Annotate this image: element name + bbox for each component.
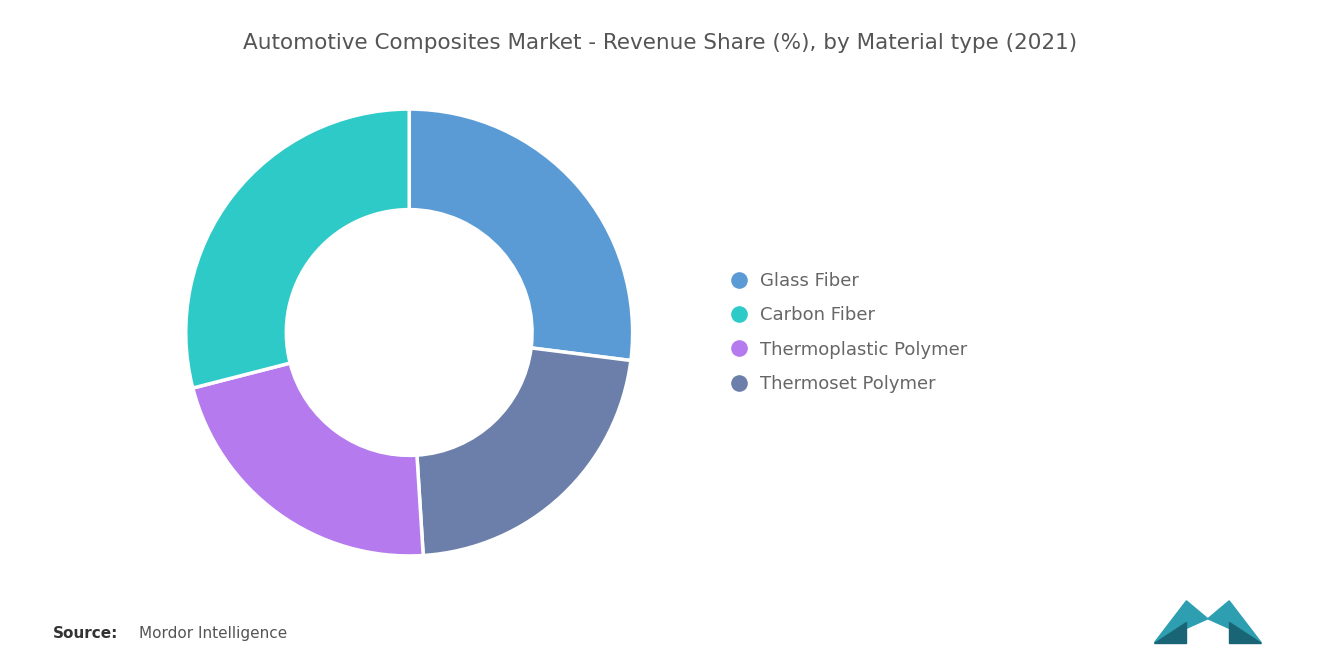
Polygon shape <box>1154 622 1187 642</box>
Polygon shape <box>1229 622 1262 642</box>
Legend: Glass Fiber, Carbon Fiber, Thermoplastic Polymer, Thermoset Polymer: Glass Fiber, Carbon Fiber, Thermoplastic… <box>726 263 975 402</box>
Polygon shape <box>1154 601 1208 642</box>
Text: Mordor Intelligence: Mordor Intelligence <box>139 626 286 642</box>
Text: Automotive Composites Market - Revenue Share (%), by Material type (2021): Automotive Composites Market - Revenue S… <box>243 33 1077 53</box>
Wedge shape <box>417 348 631 555</box>
Wedge shape <box>186 109 409 388</box>
Wedge shape <box>409 109 632 360</box>
Wedge shape <box>193 363 424 556</box>
Polygon shape <box>1208 601 1262 642</box>
Text: Source:: Source: <box>53 626 119 642</box>
